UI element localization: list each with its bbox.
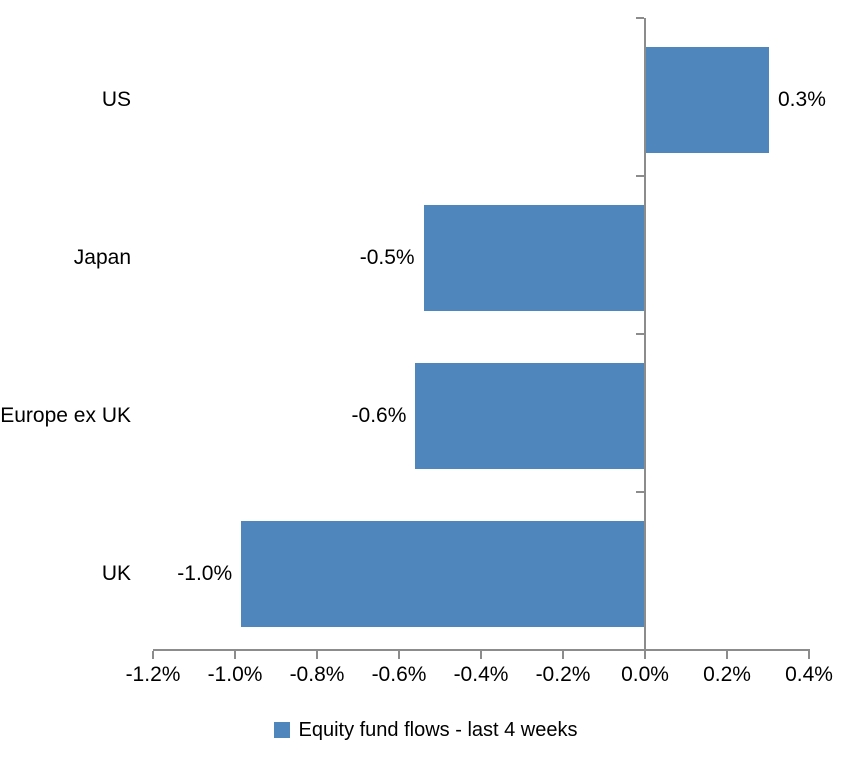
- bar-us: [646, 47, 769, 153]
- axis-tick: [398, 651, 400, 659]
- category-label: UK: [101, 562, 131, 585]
- axis-tick: [644, 651, 646, 659]
- legend-square-icon: [274, 722, 291, 738]
- axis-tick-label: 0.0%: [621, 663, 669, 686]
- value-axis-line: [153, 649, 810, 651]
- category-axis-line: [644, 18, 646, 658]
- axis-tick-label: 0.2%: [703, 663, 751, 686]
- data-label: -1.0%: [177, 562, 233, 585]
- axis-tick-label: -0.2%: [535, 663, 591, 686]
- axis-tick-label: -0.8%: [289, 663, 345, 686]
- legend-label: Equity fund flows - last 4 weeks: [298, 718, 578, 741]
- axis-tick: [152, 651, 154, 659]
- category-tick: [636, 491, 644, 493]
- axis-tick-label: -0.4%: [453, 663, 509, 686]
- axis-tick: [316, 651, 318, 659]
- axis-tick-label: -1.2%: [125, 663, 181, 686]
- bar-europe-ex-uk: [415, 363, 645, 469]
- category-tick: [636, 175, 644, 177]
- data-label: -0.6%: [351, 404, 407, 427]
- category-label: Europe ex UK: [0, 404, 131, 427]
- legend: Equity fund flows - last 4 weeks: [0, 714, 852, 746]
- data-label: 0.3%: [778, 88, 826, 111]
- category-label: Japan: [73, 246, 131, 269]
- axis-tick-label: -1.0%: [207, 663, 263, 686]
- bar-japan: [423, 205, 645, 311]
- axis-tick-label: -0.6%: [371, 663, 427, 686]
- axis-tick: [562, 651, 564, 659]
- axis-tick: [726, 651, 728, 659]
- category-tick: [636, 17, 644, 19]
- bar-uk: [241, 521, 645, 627]
- axis-tick-label: 0.4%: [785, 663, 833, 686]
- axis-tick: [234, 651, 236, 659]
- axis-tick: [480, 651, 482, 659]
- category-tick: [636, 333, 644, 335]
- category-label: US: [101, 88, 131, 111]
- data-label: -0.5%: [359, 246, 415, 269]
- axis-tick: [808, 651, 810, 659]
